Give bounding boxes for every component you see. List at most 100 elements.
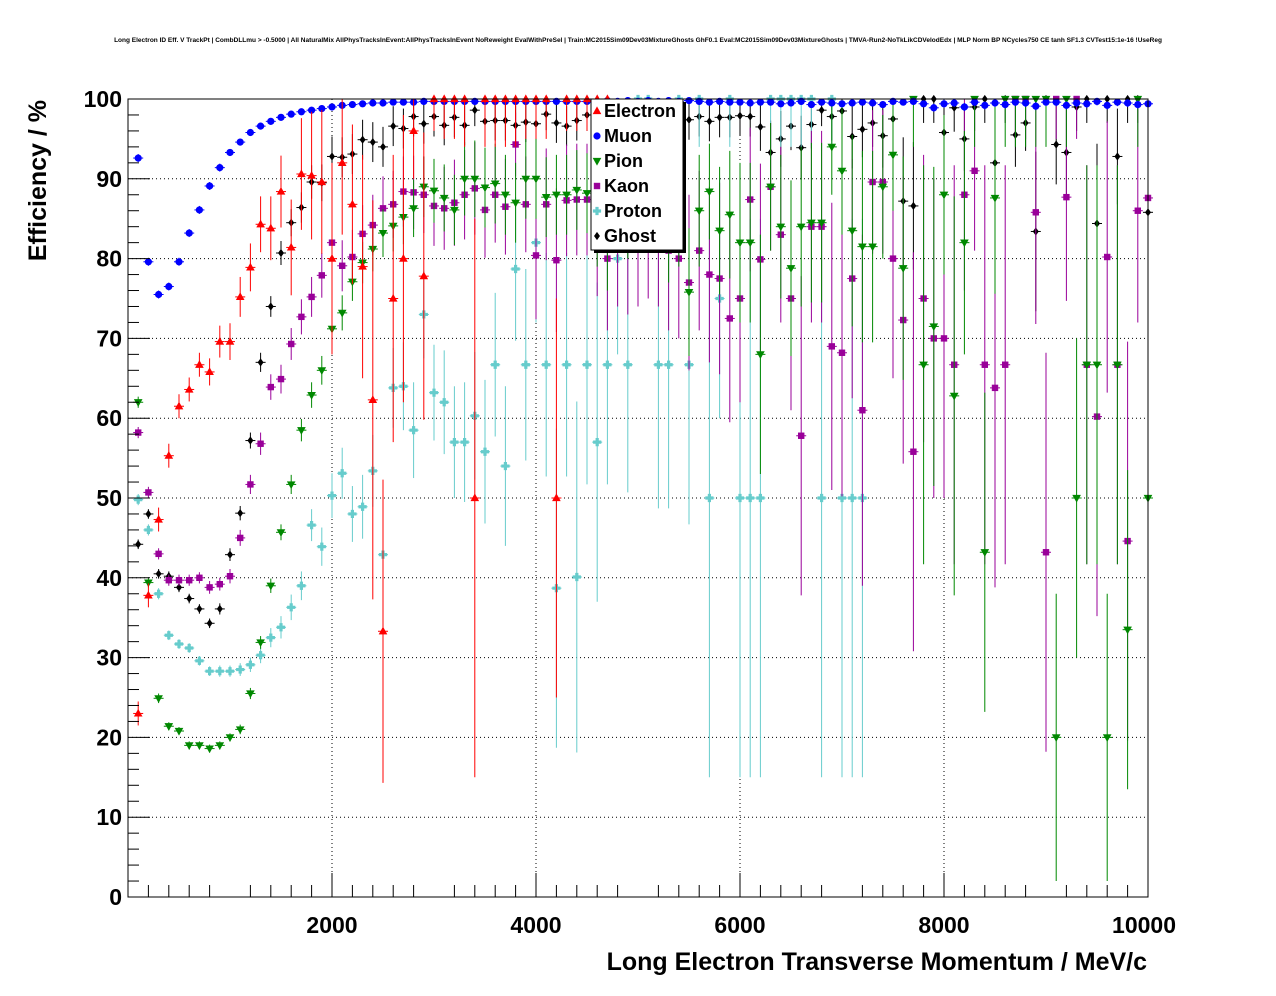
data-point [929,323,939,332]
data-point [858,243,867,252]
data-point [899,98,907,106]
data-point [317,177,327,186]
data-point [337,158,347,166]
data-point [490,94,500,103]
y-tick-label: 20 [96,724,122,750]
data-point [940,100,948,108]
data-point [379,99,387,107]
data-point [286,481,296,490]
data-point [511,94,520,103]
data-point [777,100,785,108]
data-point [439,194,449,203]
data-point [746,493,755,503]
y-tick-label: 90 [96,166,122,192]
data-point [1113,361,1122,370]
data-point [470,493,480,502]
data-point [419,271,429,280]
data-point [705,98,714,106]
data-point [501,461,510,471]
data-point [756,493,765,503]
data-point [878,183,888,192]
data-point [747,112,754,121]
y-tick-label: 60 [96,405,122,431]
data-point [490,180,500,189]
data-point [246,660,255,669]
data-point [196,604,203,614]
data-point [145,509,152,519]
data-point [1021,99,1030,107]
data-point [318,272,325,279]
data-point [133,399,143,407]
data-point [1011,98,1020,106]
data-point [859,407,866,414]
data-point [257,122,265,130]
data-point [1062,95,1071,104]
data-point [164,451,174,459]
data-point [389,98,397,106]
data-point [174,727,184,736]
data-point [205,367,214,376]
data-point [817,219,826,228]
data-point [909,97,918,105]
data-point [623,360,632,369]
data-point [797,432,805,439]
data-point [786,265,796,273]
data-point [686,115,692,124]
legend-label: Proton [604,201,662,221]
data-point [817,98,826,106]
data-point [1083,100,1091,108]
data-point [439,94,449,103]
data-point [368,395,378,403]
data-point [1123,99,1132,107]
data-point [317,542,326,551]
data-point [450,438,459,447]
data-point [553,256,560,264]
data-point [133,708,143,717]
data-point [553,118,560,128]
y-tick-label: 50 [96,485,122,511]
data-point [277,113,285,121]
data-point [184,742,194,750]
legend-marker [593,182,601,190]
data-point [582,360,592,369]
data-point [195,360,204,368]
data-point [787,99,795,107]
data-point [267,302,274,311]
data-point [205,667,214,676]
data-point [521,175,531,184]
data-point [838,100,846,108]
data-point [848,99,856,107]
data-point [276,186,286,195]
data-point [287,603,296,612]
data-point [910,448,917,455]
legend-marker [594,231,600,241]
data-point [215,667,224,676]
data-point [470,175,480,184]
data-point [847,227,857,236]
data-point [195,206,203,214]
data-point [358,261,367,270]
data-point [511,199,520,208]
data-point [1042,98,1050,106]
data-point [1032,209,1040,216]
x-tick-label: 2000 [306,912,357,938]
data-point [307,521,316,530]
data-point [725,211,735,220]
data-point [1052,98,1060,106]
y-tick-label: 0 [109,884,122,910]
data-point [460,438,469,447]
data-point [135,429,142,436]
data-point [185,229,193,237]
data-point [420,97,428,105]
data-point [1031,95,1041,104]
data-point [572,94,582,103]
data-point [267,117,275,125]
legend-box [590,98,684,251]
data-point [889,97,897,105]
data-point [572,186,582,195]
legend-label: Ghost [604,226,656,246]
data-point [134,495,143,504]
data-point [307,170,316,179]
data-point [1001,361,1009,368]
data-point [1032,102,1040,110]
